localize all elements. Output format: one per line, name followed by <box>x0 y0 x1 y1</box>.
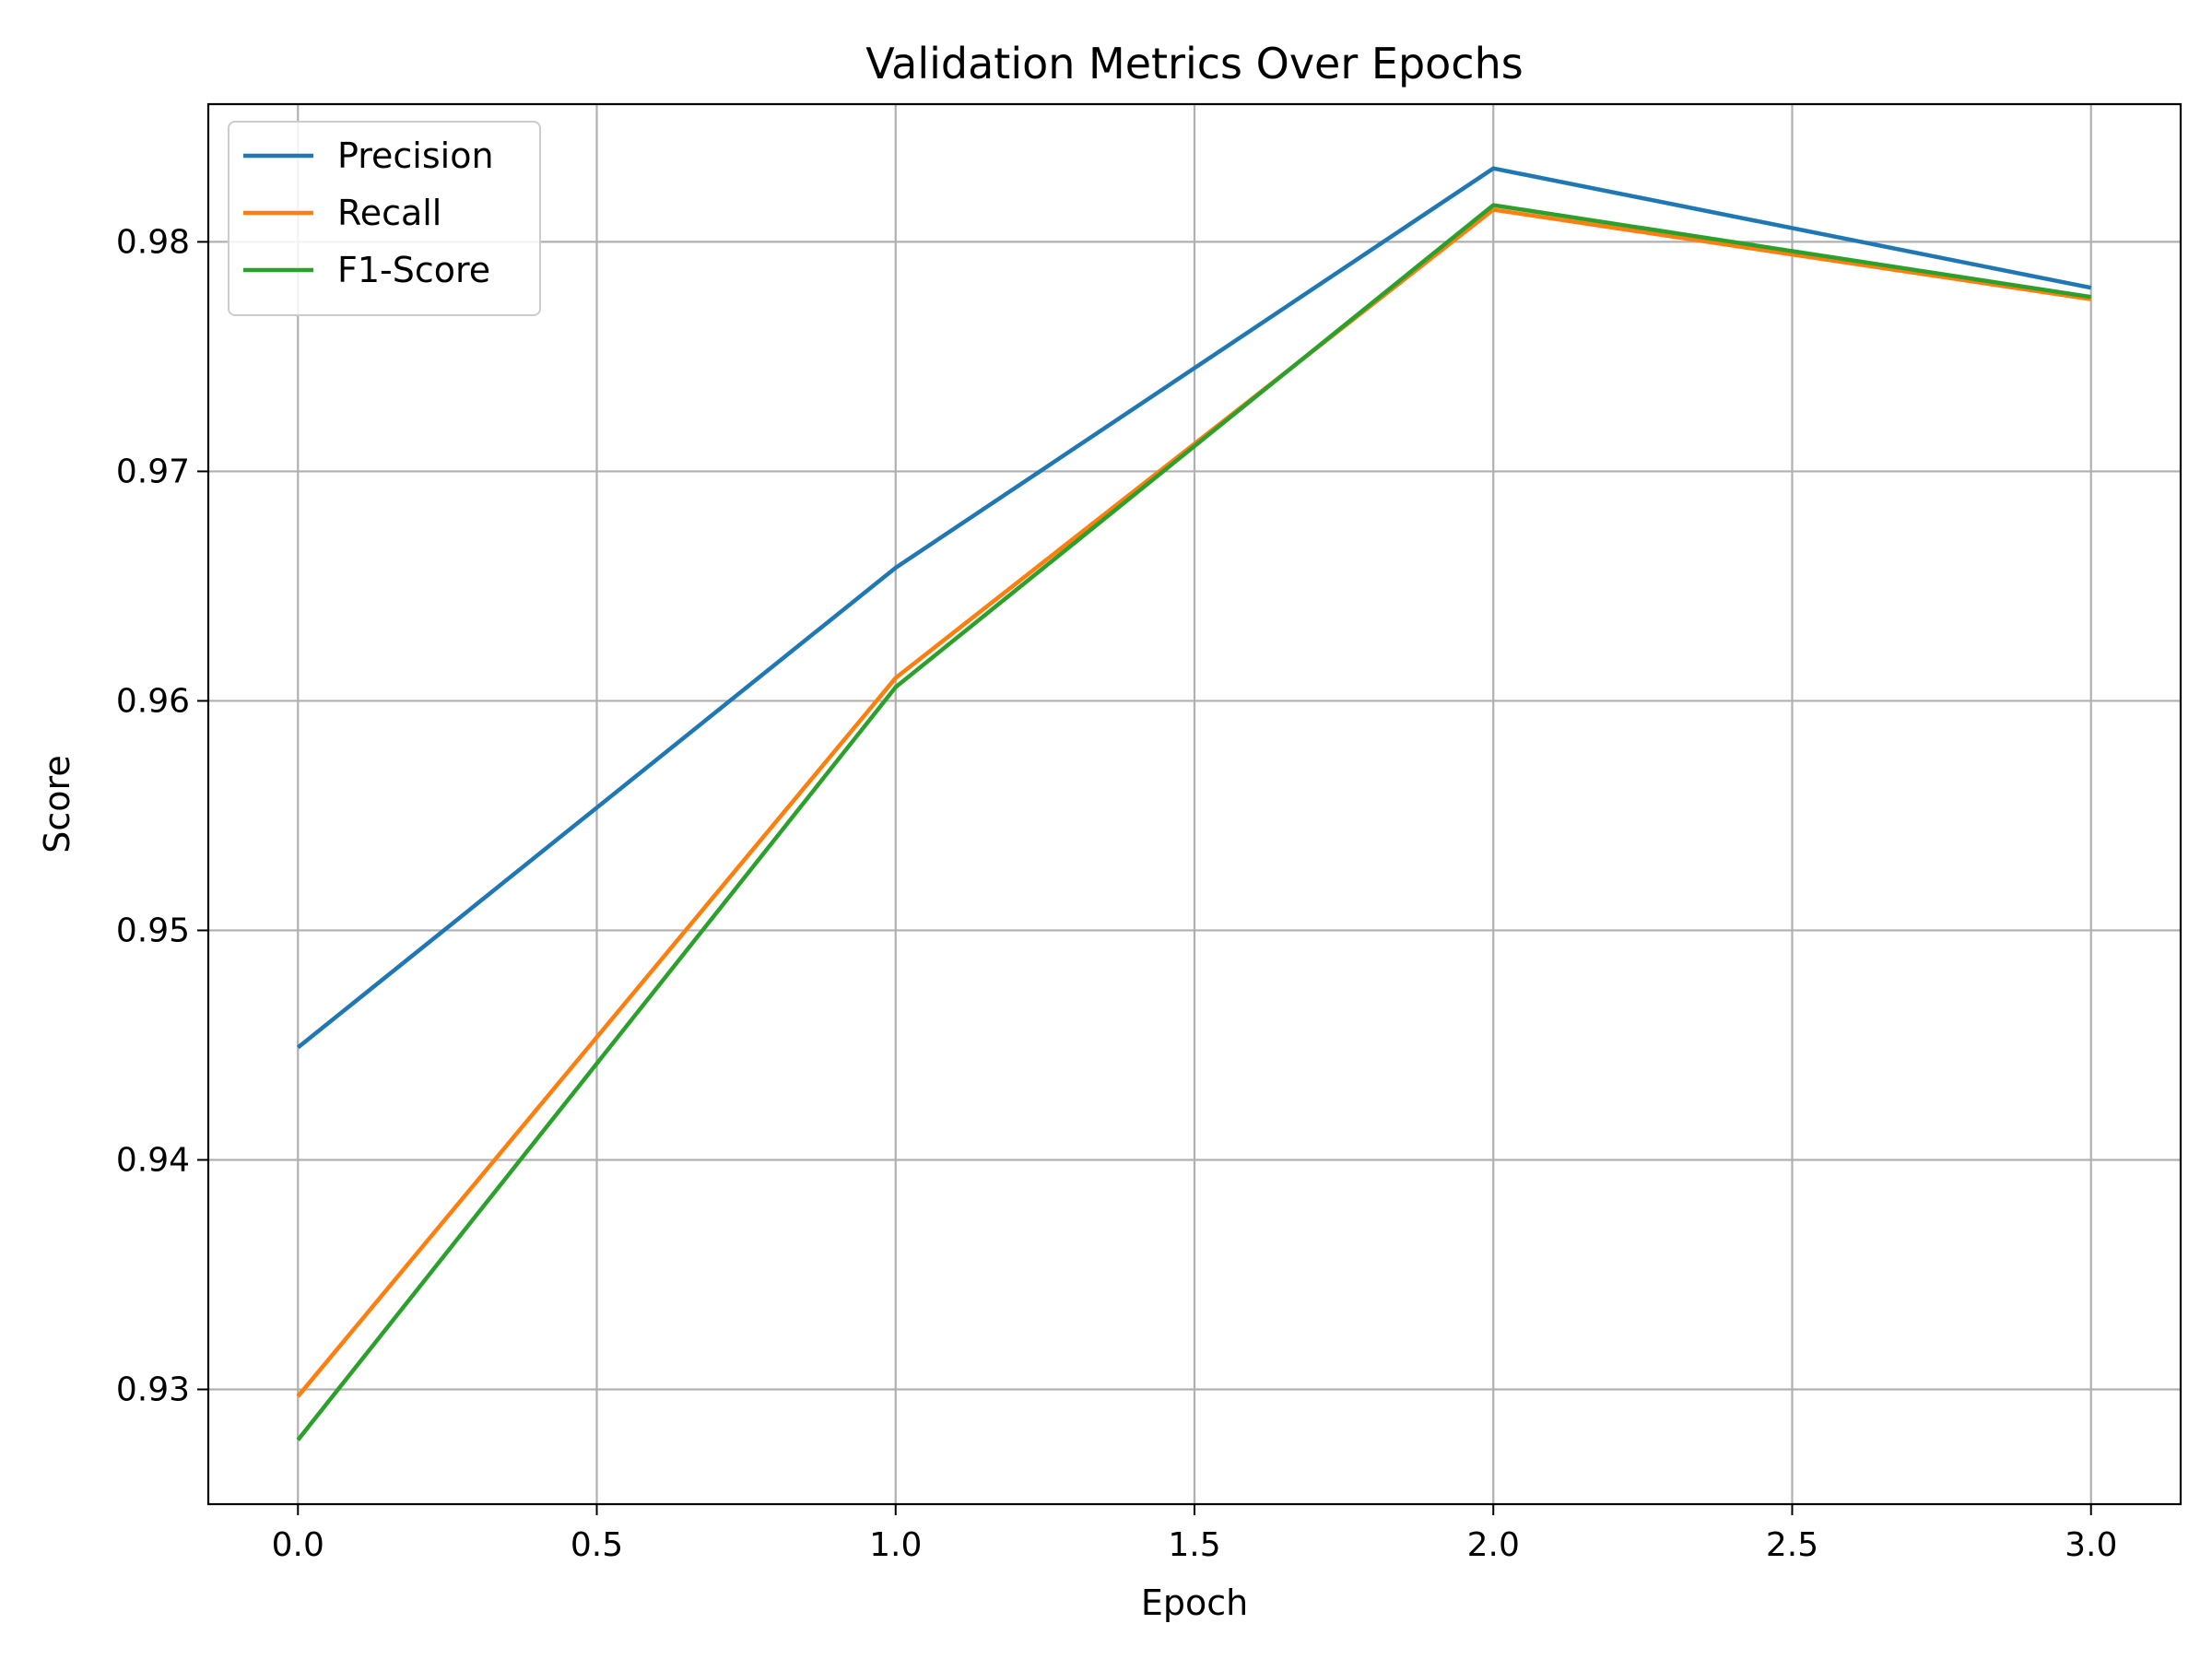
series-lines <box>296 166 2092 1441</box>
y-tick-label: 0.98 <box>116 223 190 261</box>
x-tick-label: 1.5 <box>1168 1526 1220 1564</box>
y-tick-label: 0.95 <box>116 912 190 949</box>
series-line-precision <box>296 166 2092 1050</box>
x-tick-label: 2.0 <box>1467 1526 1520 1564</box>
x-tick-label: 0.5 <box>571 1526 623 1564</box>
legend-box <box>228 121 541 316</box>
x-tick-label: 3.0 <box>2065 1526 2117 1564</box>
y-tick-label: 0.97 <box>116 453 190 490</box>
y-axis-ticks: 0.93 0.94 0.95 0.96 0.97 0.98 <box>116 223 208 1408</box>
legend: Precision Recall F1-Score <box>228 121 541 316</box>
legend-label-precision: Precision <box>337 135 494 176</box>
x-axis-title: Epoch <box>1141 1583 1248 1623</box>
y-tick-label: 0.93 <box>116 1371 190 1408</box>
y-tick-label: 0.94 <box>116 1141 190 1179</box>
x-tick-label: 0.0 <box>272 1526 324 1564</box>
legend-label-f1-score: F1-Score <box>337 250 490 290</box>
y-tick-label: 0.96 <box>116 682 190 720</box>
chart-title: Validation Metrics Over Epochs <box>865 39 1523 88</box>
series-line-f1-score <box>296 203 2092 1441</box>
y-axis-title: Score <box>37 755 77 853</box>
x-tick-label: 1.0 <box>869 1526 922 1564</box>
x-axis-ticks: 0.0 0.5 1.0 1.5 2.0 2.5 3.0 <box>272 1504 2117 1564</box>
legend-label-recall: Recall <box>337 193 441 233</box>
x-tick-label: 2.5 <box>1766 1526 1818 1564</box>
